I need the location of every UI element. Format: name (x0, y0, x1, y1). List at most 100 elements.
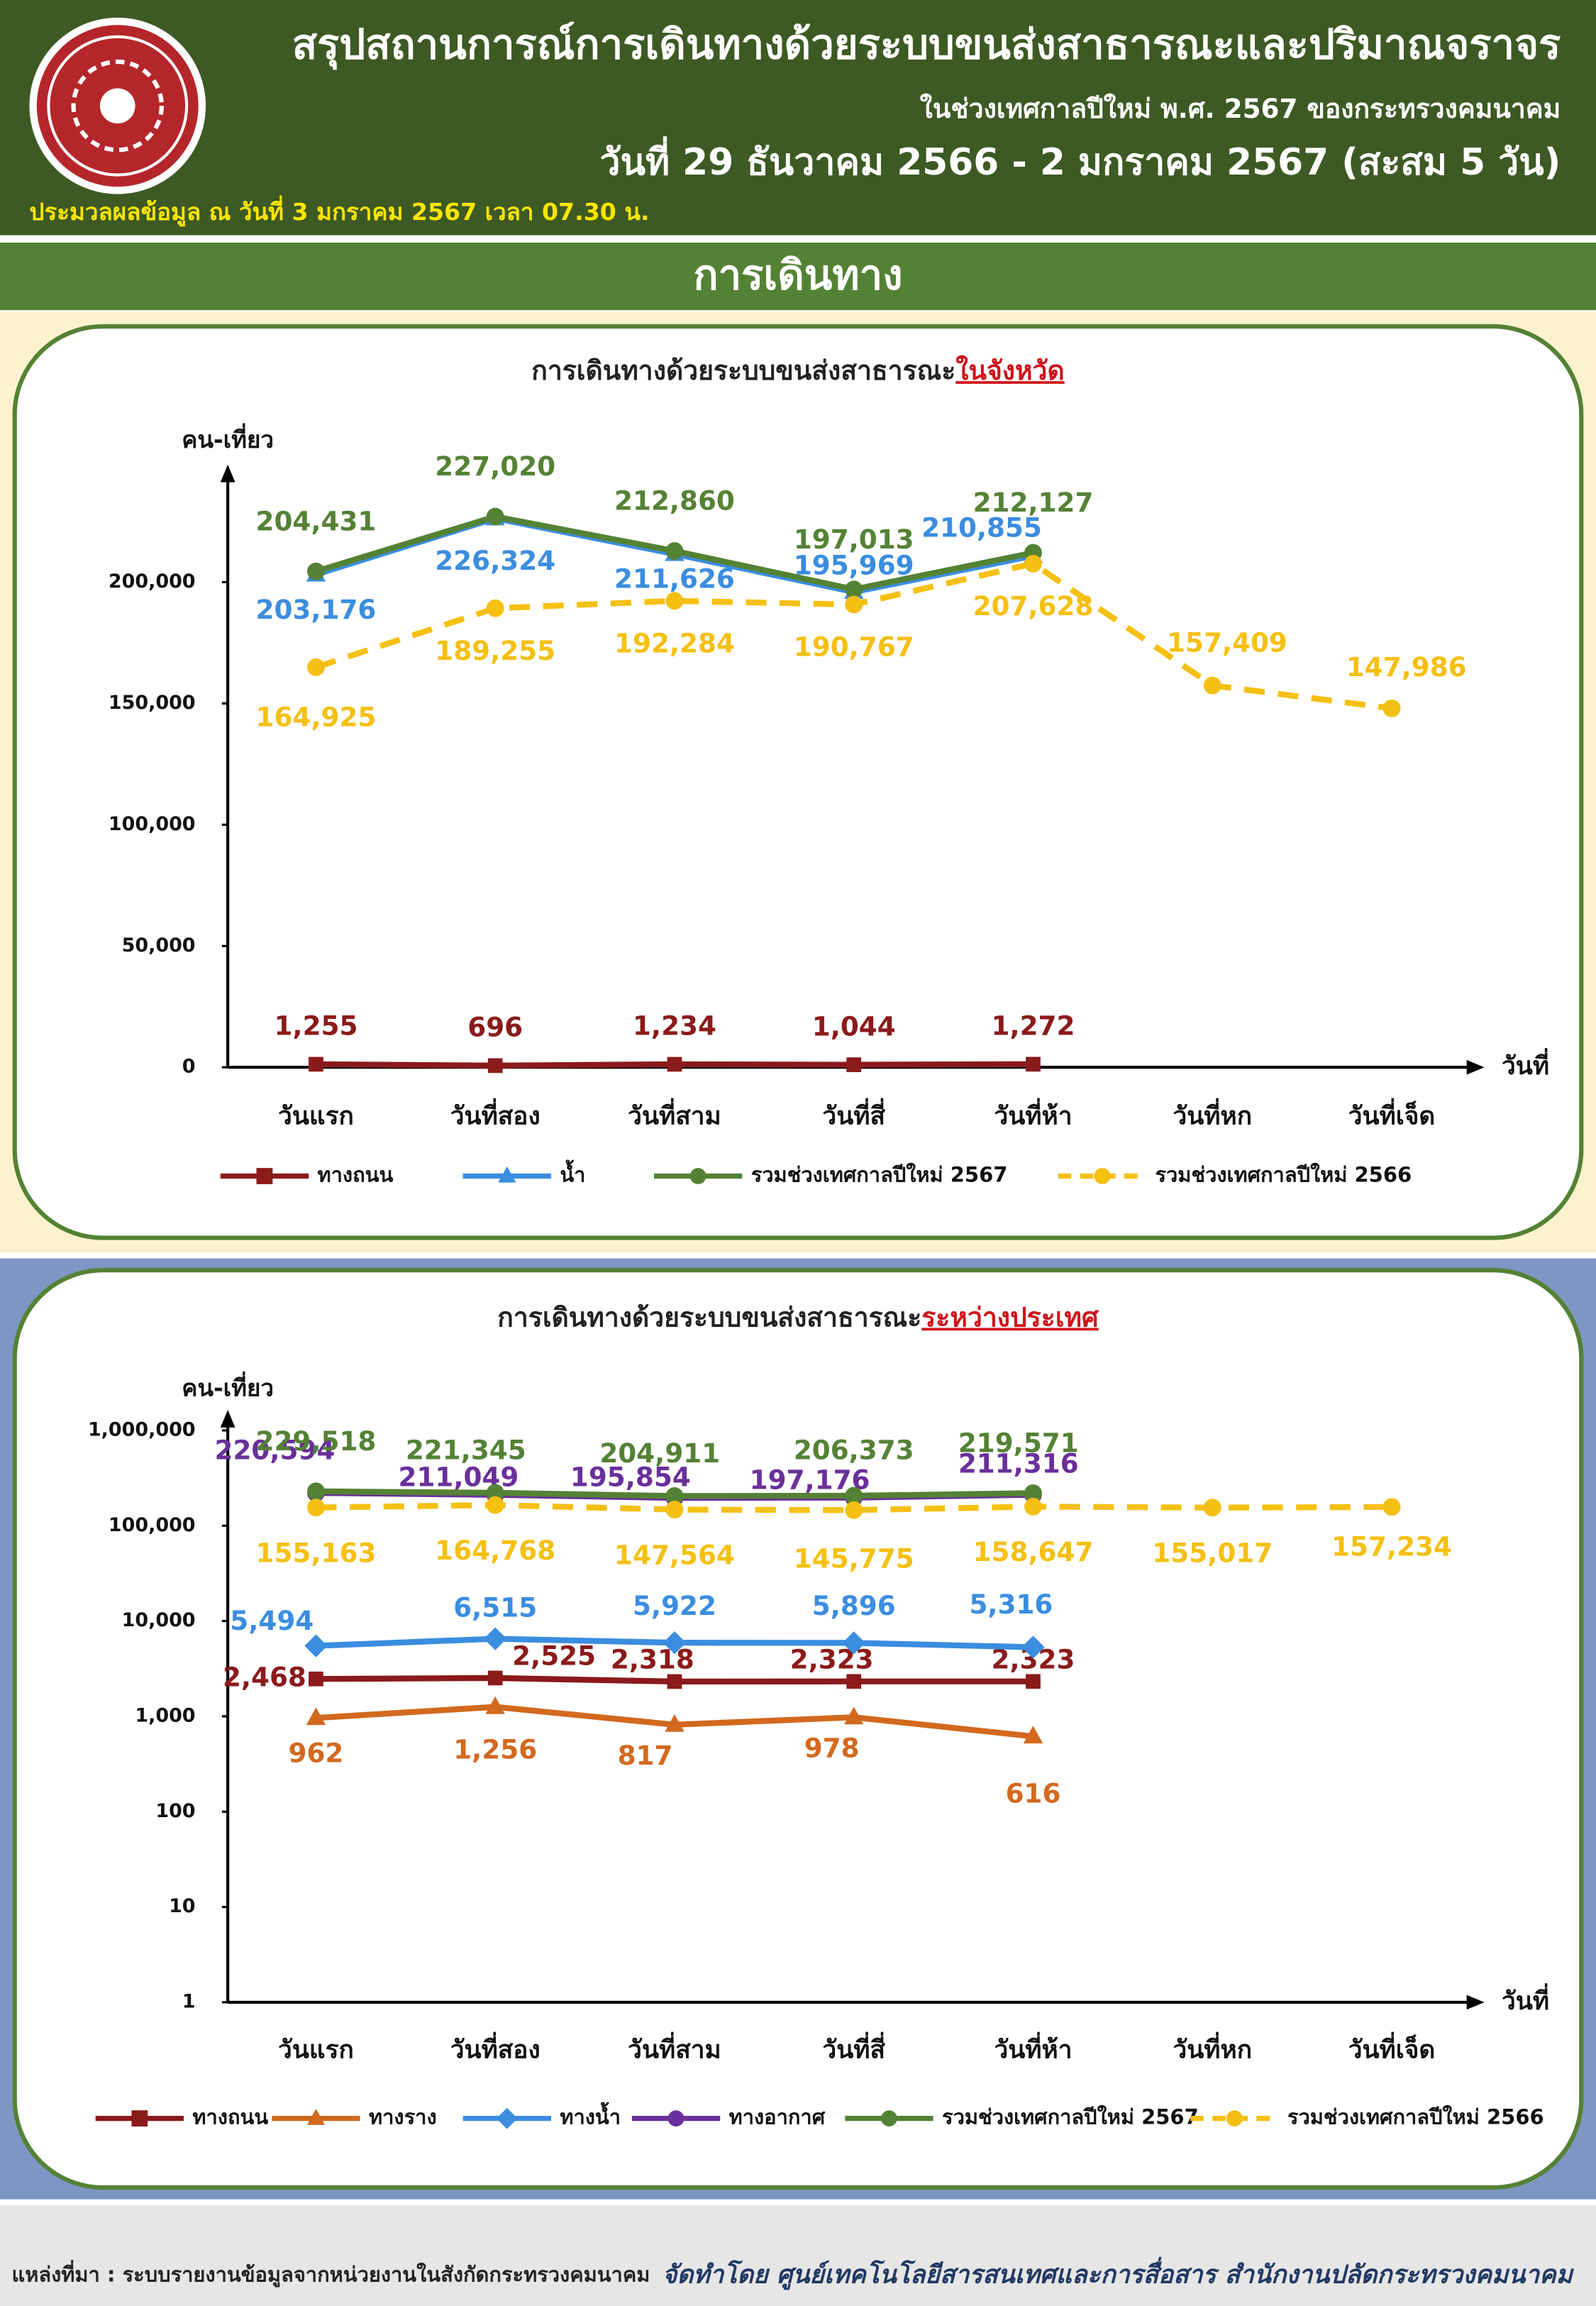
y-tick-label: 1,000 (135, 1704, 195, 1726)
data-label: 155,163 (256, 1537, 377, 1568)
data-label: 227,020 (435, 451, 555, 482)
y-tick-label: 10 (169, 1895, 195, 1917)
data-label: 817 (618, 1740, 673, 1771)
legend-label: ทางถนน (318, 1163, 394, 1187)
data-point (486, 507, 504, 526)
data-label: 1,255 (274, 1010, 358, 1042)
chart-title-main: การเดินทางด้วยระบบขนส่งสาธารณะ (497, 1301, 921, 1333)
x-tick-label: วันที่สาม (628, 1098, 721, 1131)
data-label: 212,860 (614, 485, 735, 517)
y-tick-label: 100,000 (109, 1514, 196, 1536)
data-point (846, 1057, 862, 1072)
header-subtitle: ในช่วงเทศกาลปีใหม่ พ.ศ. 2567 ของกระทรวงค… (920, 93, 1561, 124)
data-point (1024, 554, 1042, 573)
data-point (304, 1634, 328, 1657)
footer-source: แหล่งที่มา : ระบบรายงานข้อมูลจากหน่วยงาน… (12, 2259, 650, 2287)
legend-label: ทางอากาศ (729, 2105, 826, 2129)
data-label: 192,284 (614, 628, 735, 659)
legend-label: ทางถนน (192, 2105, 268, 2129)
footer-credit: จัดทำโดย ศูนย์เทคโนโลยีสารสนเทศและการสื่… (663, 2256, 1575, 2290)
header-band (0, 0, 1596, 236)
chart-title-main: การเดินทางด้วยระบบขนส่งสาธารณะ (531, 355, 955, 386)
x-tick-label: วันที่เจ็ด (1348, 1098, 1436, 1131)
data-label: 164,925 (256, 701, 377, 732)
panel-card (12, 1268, 1584, 2190)
data-point (667, 1674, 682, 1689)
x-tick-label: วันแรก (278, 2035, 354, 2064)
legend-marker (496, 2107, 518, 2129)
legend-marker (306, 2108, 325, 2125)
data-point (665, 592, 684, 610)
data-label: 157,409 (1167, 627, 1287, 658)
data-label: 229,518 (256, 1425, 377, 1457)
x-tick-label: วันที่เจ็ด (1348, 2031, 1436, 2064)
data-label: 195,969 (794, 550, 914, 581)
x-tick-label: วันที่สอง (450, 1098, 541, 1131)
data-label: 962 (289, 1738, 344, 1769)
data-point (1023, 1726, 1043, 1744)
data-label: 164,768 (435, 1535, 555, 1566)
legend-marker (667, 2110, 685, 2127)
data-label: 203,176 (256, 594, 377, 625)
data-label: 195,854 (570, 1462, 691, 1493)
y-tick-label: 10,000 (122, 1609, 196, 1631)
data-point (663, 1631, 687, 1655)
legend-label: รวมช่วงเทศกาลปีใหม่ 2566 (1287, 2105, 1544, 2129)
data-label: 204,911 (599, 1438, 720, 1469)
legend-label: รวมช่วงเทศกาลปีใหม่ 2567 (942, 2105, 1199, 2129)
data-label: 1,256 (453, 1733, 537, 1765)
data-point (486, 1484, 504, 1502)
data-label: 147,564 (614, 1539, 735, 1570)
data-label: 221,345 (406, 1434, 526, 1465)
data-label: 212,127 (973, 487, 1094, 518)
data-label: 5,316 (969, 1589, 1053, 1620)
data-point (306, 1707, 326, 1726)
data-point (845, 580, 863, 599)
y-axis-label: คน-เที่ยว (182, 1371, 274, 1401)
data-point (845, 1486, 863, 1505)
x-tick-label: วันที่หก (1173, 2031, 1252, 2064)
y-tick-label: 150,000 (109, 692, 196, 714)
data-label: 145,775 (794, 1543, 914, 1574)
x-tick-label: วันที่หก (1173, 1098, 1252, 1131)
data-label: 616 (1006, 1778, 1061, 1809)
data-label: 1,044 (812, 1010, 896, 1042)
x-tick-label: วันที่ห้า (994, 2031, 1072, 2064)
data-point (844, 1706, 864, 1725)
legend-marker (881, 2110, 897, 2127)
y-tick-label: 1 (182, 1990, 196, 2012)
data-point (309, 1671, 323, 1687)
y-axis-arrow (220, 464, 235, 482)
data-label: 204,431 (256, 505, 377, 536)
data-label: 220,594 (215, 1435, 336, 1466)
data-point (1026, 1057, 1041, 1072)
x-axis-arrow (1466, 1995, 1485, 2010)
legend-marker (498, 1166, 516, 1183)
data-point (1024, 1497, 1042, 1516)
data-label: 189,255 (435, 635, 555, 666)
data-point (307, 658, 325, 676)
y-tick-label: 200,000 (109, 570, 196, 592)
x-tick-label: วันที่สอง (450, 2031, 541, 2064)
data-point (1026, 1674, 1041, 1689)
data-point (1203, 1499, 1221, 1517)
data-point (665, 542, 684, 560)
data-point (487, 1670, 503, 1686)
data-label: 1,234 (633, 1010, 716, 1042)
data-point (486, 599, 504, 617)
data-point (485, 1696, 505, 1714)
data-label: 158,647 (973, 1536, 1094, 1567)
data-point (309, 1057, 323, 1072)
data-point (1203, 676, 1221, 695)
data-label: 211,316 (958, 1448, 1079, 1479)
section-title: การเดินทาง (693, 251, 902, 299)
data-label: 210,855 (921, 512, 1042, 544)
y-tick-label: 100,000 (109, 813, 196, 835)
data-label: 5,494 (230, 1605, 314, 1636)
data-label: 190,767 (794, 631, 914, 663)
data-point (1382, 1498, 1401, 1516)
header-title: สรุปสถานการณ์การเดินทางด้วยระบบขนส่งสาธา… (292, 20, 1561, 70)
x-tick-label: วันที่สี่ (822, 2031, 885, 2064)
chart-title: การเดินทางด้วยระบบขนส่งสาธารณะในจังหวัด (531, 355, 1064, 386)
